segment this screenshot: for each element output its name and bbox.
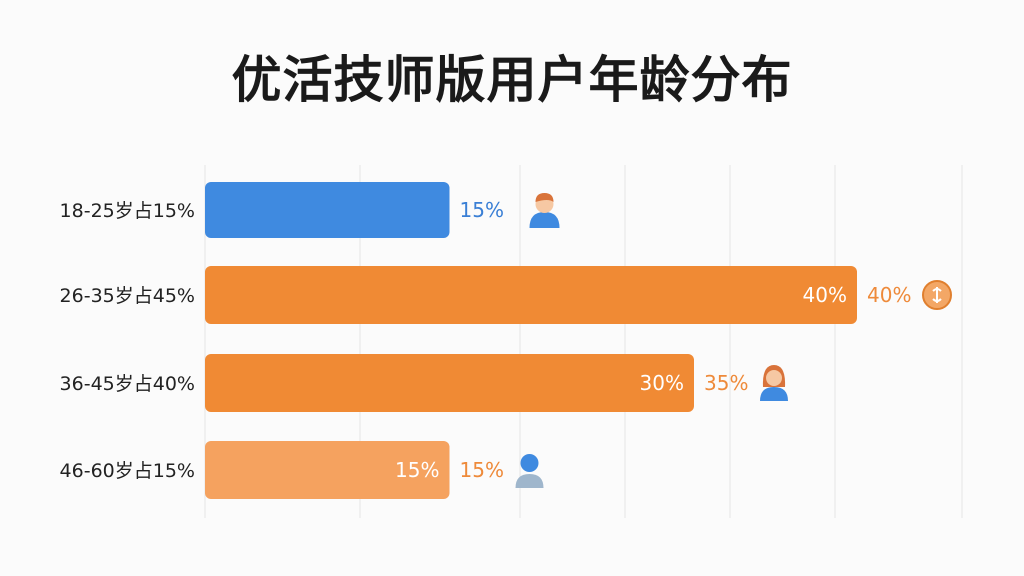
category-label-2: 26-35岁占45% [60,285,195,307]
bar-inside-label-3: 30% [640,371,684,395]
chart-title: 优活技师版用户年龄分布 [231,51,793,109]
category-label-1: 18-25岁占15% [60,200,195,222]
elder-user-icon [515,454,544,488]
bar-outside-label-2: 40% [867,283,911,307]
category-label-4: 46-60岁占15% [60,460,195,482]
young-man-icon [529,193,560,228]
woman-head [766,370,782,386]
bar-outside-label-3: 35% [704,371,748,395]
bar-outside-label-1: 15% [460,198,504,222]
bars [205,182,857,499]
young-man-body [529,212,560,228]
orange-coin-icon [922,280,952,310]
bar-outside-label-4: 15% [460,458,504,482]
icons [515,193,952,488]
coin-mark [932,287,942,303]
labels: 18-25岁占15% 15% 26-35岁占45% 40% 40% 36-45岁占40% 3… [60,198,912,482]
bar-inside-label-4: 15% [395,458,439,482]
woman-body [760,387,788,401]
bar-1 [205,182,450,238]
bar-4 [205,441,450,499]
elder-body [515,474,544,488]
coin-rim [922,280,952,310]
young-man-hair [535,193,554,202]
woman-icon [760,365,788,401]
bar-3 [205,354,694,412]
bar-2 [205,266,857,324]
bar-inside-label-2: 40% [803,283,847,307]
category-label-3: 36-45岁占40% [60,373,195,395]
elder-head [520,454,539,472]
